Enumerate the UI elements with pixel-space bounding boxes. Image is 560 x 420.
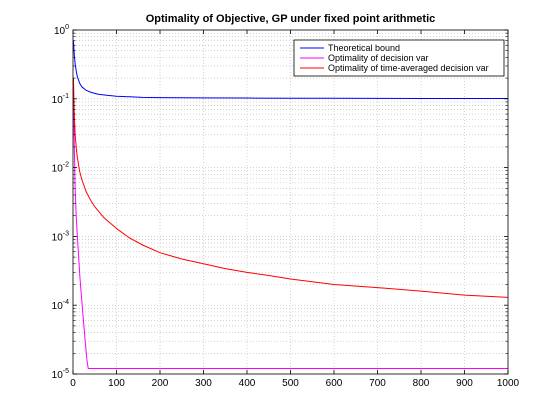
legend-entry: Optimality of decision var — [328, 53, 429, 63]
y-tick-label: 100 — [54, 24, 69, 37]
x-tick-label: 0 — [70, 378, 76, 389]
x-tick-label: 500 — [282, 378, 299, 389]
chart-title: Optimality of Objective, GP under fixed … — [146, 13, 436, 25]
series-line-3 — [72, 78, 509, 298]
legend-entry: Theoretical bound — [328, 43, 400, 53]
x-tick-label: 300 — [195, 378, 212, 389]
x-tick-label: 600 — [326, 378, 343, 389]
legend-box — [293, 39, 505, 77]
x-tick-label: 400 — [239, 378, 256, 389]
x-tick-label: 900 — [456, 378, 473, 389]
y-tick-label: 10-1 — [52, 93, 69, 106]
x-tick-label: 1000 — [497, 378, 520, 389]
x-tick-label: 800 — [413, 378, 430, 389]
series-line-1 — [72, 40, 509, 99]
ticks: 0 100 200 300 400 500 600 700 800 900 1000 100 10-1 1… — [52, 24, 520, 389]
legend-entry: Optimality of time-averaged decision var — [328, 63, 489, 73]
y-tick-label: 10-5 — [52, 368, 69, 381]
y-tick-label: 10-2 — [52, 162, 69, 175]
grid — [73, 30, 508, 374]
x-tick-label: 700 — [369, 378, 386, 389]
y-tick-label: 10-4 — [52, 299, 69, 312]
x-tick-label: 200 — [152, 378, 169, 389]
y-tick-label: 10-3 — [52, 230, 69, 243]
x-tick-label: 100 — [108, 378, 125, 389]
